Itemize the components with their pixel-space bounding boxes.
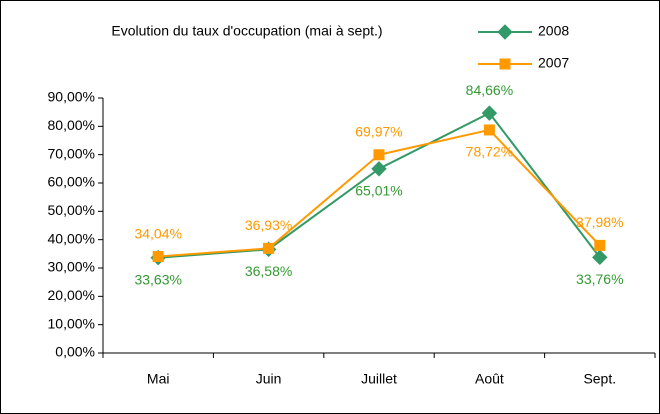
x-tick-label: Sept. xyxy=(583,371,616,387)
data-label: 78,72% xyxy=(466,144,513,160)
y-tick-label: 30,00% xyxy=(48,259,95,275)
marker xyxy=(373,149,385,161)
marker xyxy=(483,124,495,136)
data-label: 65,01% xyxy=(355,183,402,199)
y-tick-label: 50,00% xyxy=(48,202,95,218)
y-tick-label: 20,00% xyxy=(48,287,95,303)
marker xyxy=(263,242,275,254)
y-tick-label: 60,00% xyxy=(48,174,95,190)
x-tick-label: Mai xyxy=(147,371,170,387)
y-tick-label: 70,00% xyxy=(48,145,95,161)
data-label: 33,76% xyxy=(576,271,623,287)
marker xyxy=(481,105,498,121)
marker xyxy=(594,239,606,251)
marker xyxy=(592,249,608,266)
y-tick-label: 90,00% xyxy=(48,89,95,105)
marker xyxy=(497,24,513,40)
y-tick-label: 10,00% xyxy=(48,315,95,331)
data-label: 36,58% xyxy=(245,263,292,279)
y-tick-label: 0,00% xyxy=(55,344,95,360)
y-tick-label: 80,00% xyxy=(48,117,95,133)
data-label: 69,97% xyxy=(355,123,402,139)
x-tick-label: Août xyxy=(475,371,504,387)
legend-label: 2008 xyxy=(538,23,569,39)
data-label: 37,98% xyxy=(576,214,623,230)
data-label: 33,63% xyxy=(134,271,181,287)
y-tick-label: 40,00% xyxy=(48,230,95,246)
data-label: 34,04% xyxy=(134,225,181,241)
legend-label: 2007 xyxy=(538,55,569,71)
x-tick-label: Juillet xyxy=(361,371,397,387)
x-tick-label: Juin xyxy=(256,371,282,387)
marker xyxy=(152,251,164,263)
data-label: 36,93% xyxy=(245,217,292,233)
marker xyxy=(499,58,511,70)
chart-title: Evolution du taux d'occupation (mai à se… xyxy=(111,23,382,39)
marker xyxy=(371,161,387,177)
data-label: 84,66% xyxy=(466,82,513,98)
